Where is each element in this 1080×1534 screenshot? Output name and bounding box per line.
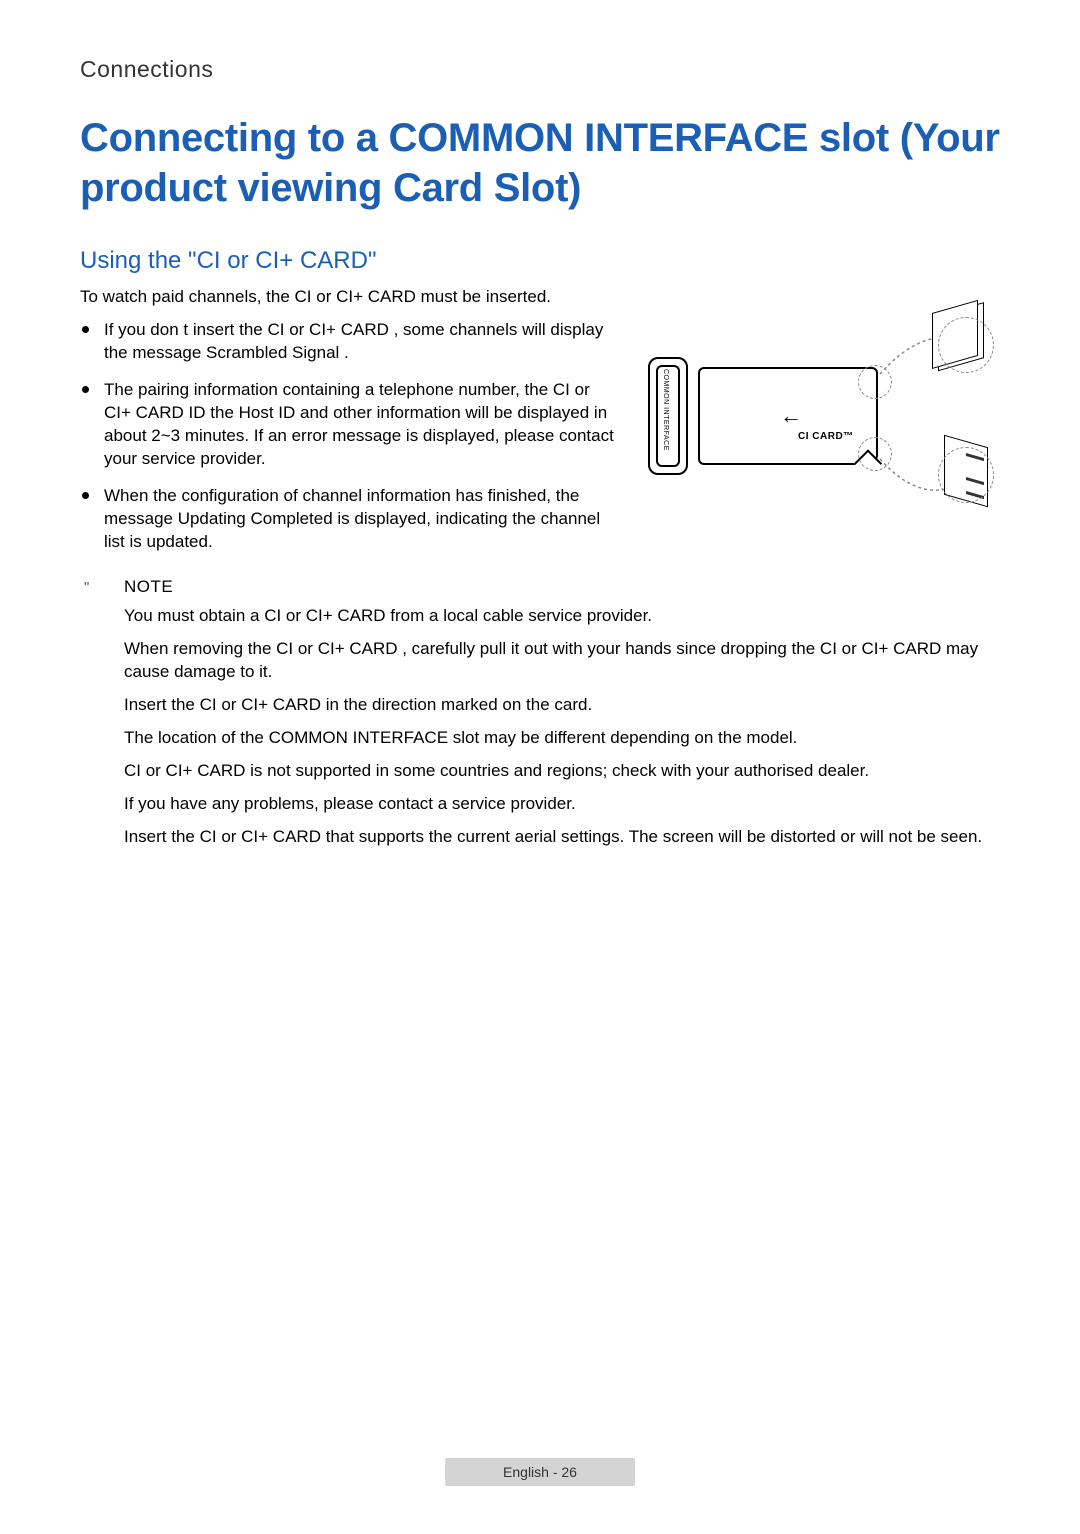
- section-subtitle: Using the "CI or CI+ CARD": [80, 247, 1000, 275]
- callout-circle-icon: [858, 437, 892, 471]
- list-item: CI or CI+ CARD is not supported in some …: [124, 760, 1000, 783]
- note-label: NOTE: [124, 577, 173, 597]
- callout-circle-icon: [858, 365, 892, 399]
- list-item: The pairing information containing a tel…: [104, 379, 620, 471]
- list-item: When the configuration of channel inform…: [104, 485, 620, 554]
- ci-card-diagram: COMMON INTERFACE ← CI CARD™: [640, 319, 1000, 519]
- breadcrumb: Connections: [80, 56, 1000, 83]
- note-heading-row: " NOTE: [80, 577, 1000, 597]
- bullet-column: If you don t insert the CI or CI+ CARD ,…: [80, 319, 620, 567]
- list-item: Insert the CI or CI+ CARD in the directi…: [124, 694, 1000, 717]
- list-item: The location of the COMMON INTERFACE slo…: [124, 727, 1000, 750]
- note-sign-icon: ": [80, 577, 124, 597]
- page-footer: English - 26: [445, 1458, 635, 1486]
- note-list: You must obtain a CI or CI+ CARD from a …: [80, 605, 1000, 849]
- arrow-left-icon: ←: [780, 403, 802, 429]
- bullet-list: If you don t insert the CI or CI+ CARD ,…: [80, 319, 620, 553]
- list-item: If you have any problems, please contact…: [124, 793, 1000, 816]
- list-item: When removing the CI or CI+ CARD , caref…: [124, 638, 1000, 684]
- list-item: You must obtain a CI or CI+ CARD from a …: [124, 605, 1000, 628]
- content-row: If you don t insert the CI or CI+ CARD ,…: [80, 319, 1000, 567]
- ci-card-label: CI CARD™: [798, 431, 854, 442]
- callout-circle-icon: [938, 447, 994, 503]
- figure-column: COMMON INTERFACE ← CI CARD™: [640, 319, 1000, 567]
- page-root: Connections Connecting to a COMMON INTER…: [0, 0, 1080, 849]
- page-title: Connecting to a COMMON INTERFACE slot (Y…: [80, 113, 1000, 213]
- list-item: Insert the CI or CI+ CARD that supports …: [124, 826, 1000, 849]
- intro-text: To watch paid channels, the CI or CI+ CA…: [80, 287, 1000, 307]
- slot-label: COMMON INTERFACE: [662, 369, 669, 451]
- callout-circle-icon: [938, 317, 994, 373]
- list-item: If you don t insert the CI or CI+ CARD ,…: [104, 319, 620, 365]
